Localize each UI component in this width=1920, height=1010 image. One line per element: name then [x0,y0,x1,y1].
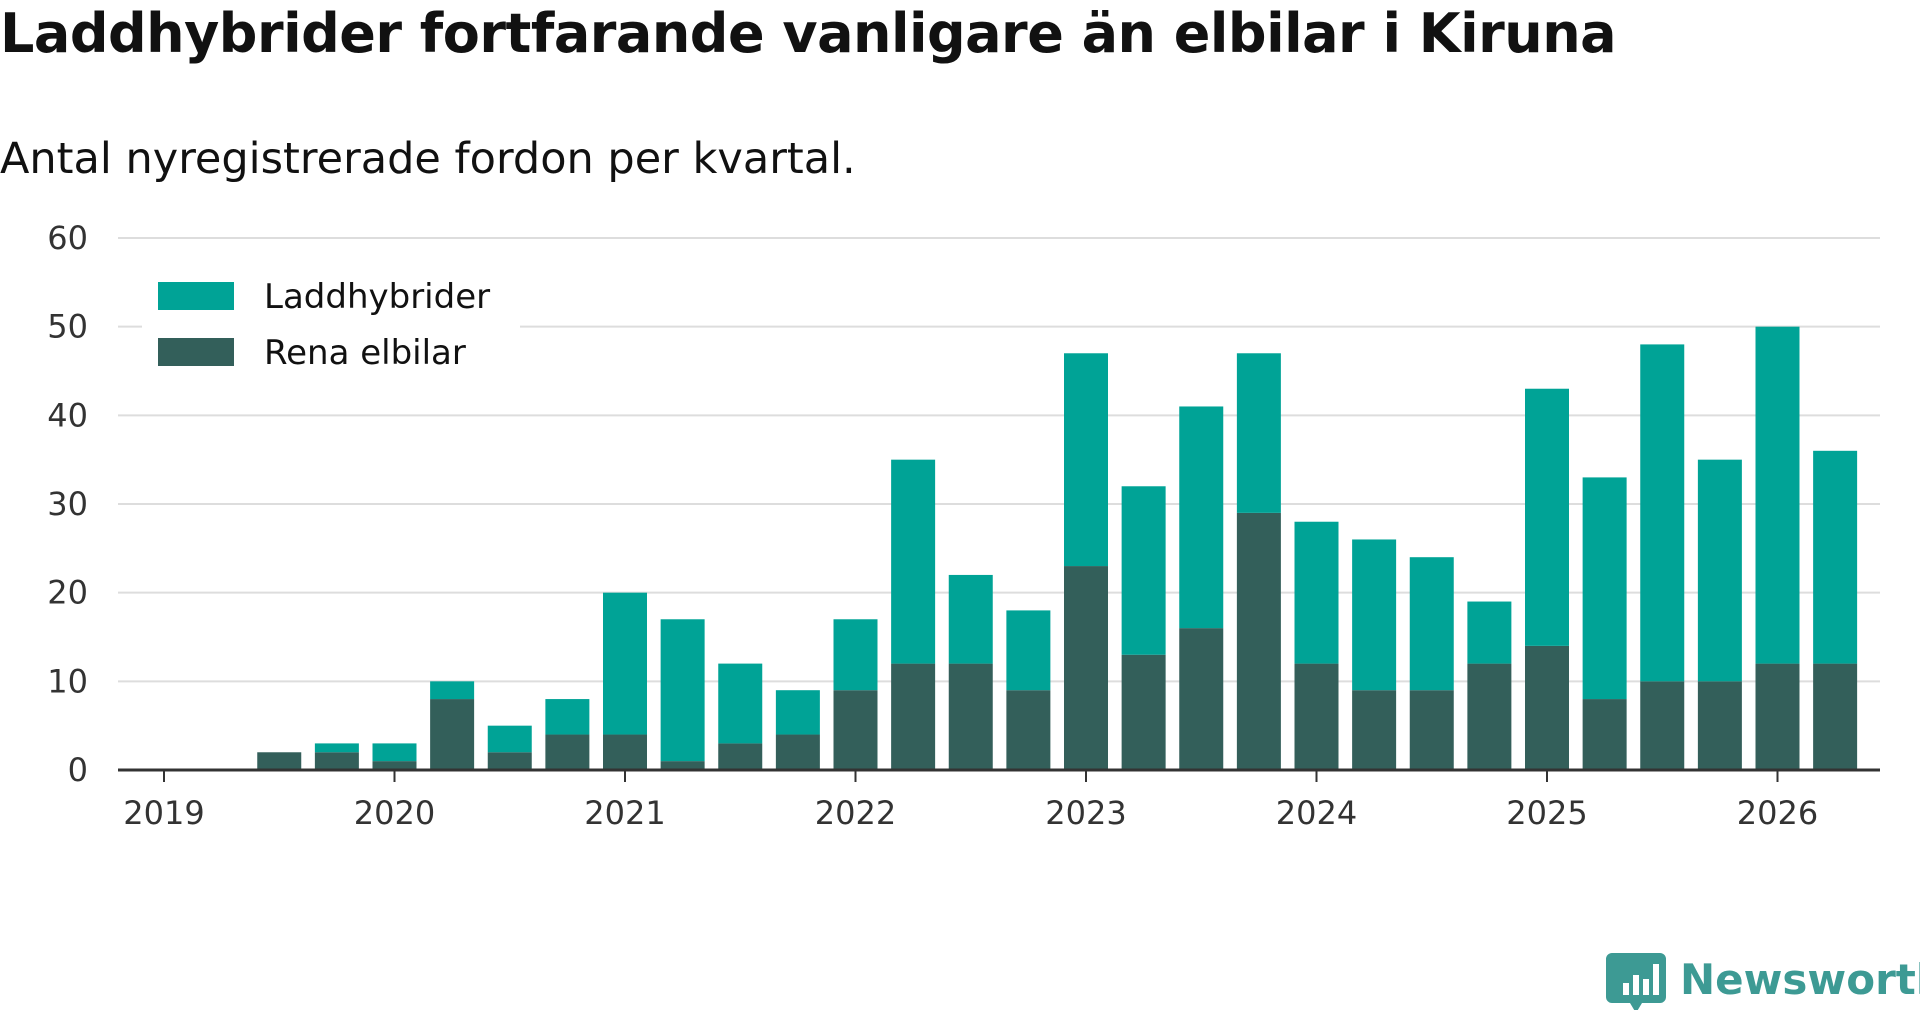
bar-rena-elbilar [833,690,878,770]
legend-label-rena-elbilar: Rena elbilar [264,333,466,373]
bar-laddhybrider [718,663,763,744]
bar-rena-elbilar [1121,654,1166,770]
x-tick-label: 2026 [1737,794,1818,832]
bar-rena-elbilar [1640,681,1685,770]
bar-laddhybrider [314,743,359,753]
bar-laddhybrider [1121,486,1166,655]
y-tick-label: 50 [47,308,88,346]
bar-laddhybrider [1064,353,1108,567]
y-tick-label: 10 [47,662,88,700]
x-tick-label: 2022 [815,794,896,832]
bar-laddhybrider [372,743,417,762]
bar-laddhybrider [430,681,475,700]
newsworthy-brand[interactable]: Newsworthy [1606,953,1920,1010]
chart-subtitle: Antal nyregistrerade fordon per kvartal. [0,134,856,184]
bar-laddhybrider [1352,539,1397,691]
y-tick-label: 0 [68,751,88,789]
logo-bar-2 [1633,975,1639,995]
bar-rena-elbilar [718,743,763,770]
logo-bar-1 [1623,983,1629,995]
bar-laddhybrider [1582,477,1627,700]
x-tick-label: 2021 [584,794,665,832]
bar-laddhybrider [1409,557,1454,691]
x-tick-label: 2025 [1506,794,1587,832]
bar-laddhybrider [1813,450,1858,664]
x-axis: 2019 2020 2021 2022 2023 2024 2025 2026 [118,768,1880,832]
bar-laddhybrider [1294,521,1339,664]
bar-rena-elbilar [1582,699,1627,770]
y-tick-label: 40 [47,396,88,434]
bar-rena-elbilar [948,663,993,770]
bar-laddhybrider [891,459,936,664]
x-tick-label: 2020 [354,794,435,832]
bar-rena-elbilar [314,752,359,770]
bar-rena-elbilar [1755,663,1800,770]
logo-bar-4 [1653,964,1659,995]
bar-laddhybrider [487,725,532,753]
bar-rena-elbilar [487,752,532,770]
bars [257,326,1858,770]
bar-rena-elbilar [1294,663,1339,770]
bar-rena-elbilar [1697,681,1742,770]
bar-rena-elbilar [660,761,705,770]
bar-laddhybrider [545,699,590,735]
bar-rena-elbilar [1352,690,1397,770]
bar-laddhybrider [1640,344,1685,682]
bar-rena-elbilar [1064,566,1108,770]
bar-rena-elbilar [1813,663,1858,770]
bar-rena-elbilar [372,761,417,770]
legend-label-laddhybrider: Laddhybrider [264,277,490,317]
legend-swatch-rena-elbilar [158,338,234,366]
bar-rena-elbilar [891,663,936,770]
bar-laddhybrider [1755,326,1800,664]
legend-swatch-laddhybrider [158,282,234,310]
bar-laddhybrider [1179,406,1224,629]
bar-rena-elbilar [1409,690,1454,770]
x-tick-label: 2024 [1276,794,1357,832]
bar-laddhybrider [1236,353,1281,513]
bar-laddhybrider [1467,601,1512,664]
bar-rena-elbilar [1525,645,1569,770]
bar-rena-elbilar [545,734,590,770]
bar-rena-elbilar [775,734,820,770]
x-tick-label: 2019 [123,794,204,832]
bar-laddhybrider [833,619,878,691]
bar-rena-elbilar [1179,628,1224,770]
bar-rena-elbilar [1006,690,1051,770]
bar-laddhybrider [1697,459,1742,682]
bar-laddhybrider [603,592,647,735]
bar-rena-elbilar [430,699,475,770]
legend: Laddhybrider Rena elbilar [142,254,520,373]
bar-rena-elbilar [257,752,302,770]
bar-laddhybrider [1525,388,1569,646]
bar-laddhybrider [948,574,993,664]
bar-laddhybrider [660,619,705,762]
bar-rena-elbilar [1236,512,1281,770]
y-tick-label: 20 [47,574,88,612]
bar-laddhybrider [775,690,820,735]
bar-laddhybrider [1006,610,1051,691]
chart-title: Laddhybrider fortfarande vanligare än el… [0,2,1617,65]
y-tick-label: 30 [47,485,88,523]
brand-name: Newsworthy [1680,955,1920,1004]
y-tick-label: 60 [47,219,88,257]
x-tick-label: 2023 [1045,794,1126,832]
bar-rena-elbilar [603,734,647,770]
logo-bar-3 [1643,979,1649,995]
bar-rena-elbilar [1467,663,1512,770]
